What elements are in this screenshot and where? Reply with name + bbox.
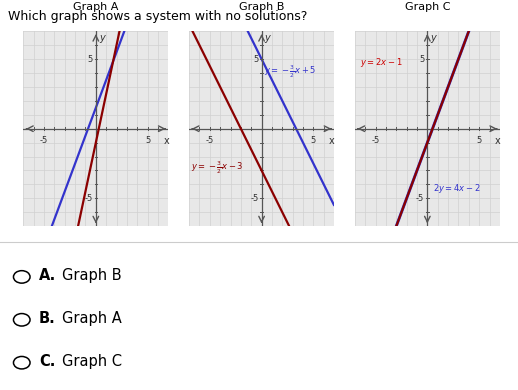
Text: Graph C: Graph C — [405, 2, 450, 12]
Text: Graph B: Graph B — [239, 2, 284, 12]
Text: $y = -\frac{3}{2}x - 3$: $y = -\frac{3}{2}x - 3$ — [191, 160, 243, 176]
Text: y: y — [265, 33, 270, 43]
Text: x: x — [163, 136, 169, 145]
Text: Graph B: Graph B — [62, 268, 122, 283]
Text: 5: 5 — [88, 55, 93, 64]
Text: -5: -5 — [371, 136, 380, 145]
Text: B.: B. — [39, 311, 55, 326]
Text: 5: 5 — [311, 136, 316, 145]
Text: 5: 5 — [145, 136, 150, 145]
Text: -5: -5 — [416, 194, 424, 203]
Text: y: y — [99, 33, 105, 43]
Text: -5: -5 — [40, 136, 48, 145]
Text: $y = -\frac{3}{2}x + 5$: $y = -\frac{3}{2}x + 5$ — [264, 63, 316, 80]
Text: Which graph shows a system with no solutions?: Which graph shows a system with no solut… — [8, 10, 307, 23]
Text: x: x — [495, 136, 501, 145]
Text: Graph C: Graph C — [62, 354, 122, 369]
Text: $y = 2x - 1$: $y = 2x - 1$ — [360, 56, 402, 69]
Text: -5: -5 — [206, 136, 214, 145]
Text: Graph A: Graph A — [73, 2, 119, 12]
Text: -5: -5 — [250, 194, 258, 203]
Text: 5: 5 — [253, 55, 258, 64]
Text: y: y — [430, 33, 436, 43]
Text: C.: C. — [39, 354, 55, 369]
Text: 5: 5 — [477, 136, 482, 145]
Text: -5: -5 — [84, 194, 93, 203]
Text: A.: A. — [39, 268, 56, 283]
Text: 5: 5 — [419, 55, 424, 64]
Text: Graph A: Graph A — [62, 311, 122, 326]
Text: x: x — [329, 136, 335, 145]
Text: $2y = 4x - 2$: $2y = 4x - 2$ — [433, 182, 480, 195]
